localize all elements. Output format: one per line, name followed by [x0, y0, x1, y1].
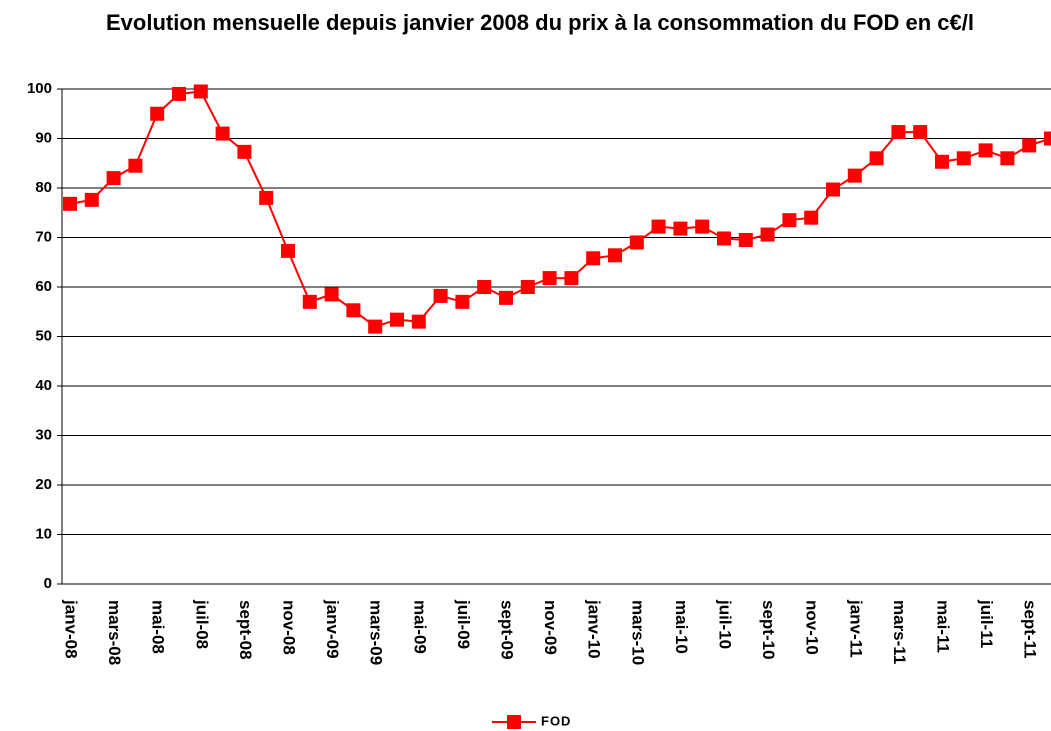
data-point [651, 219, 666, 234]
data-point [826, 182, 840, 197]
x-tick-label: juil-10 [716, 599, 735, 649]
data-point [673, 221, 688, 236]
x-tick-label: juil-11 [977, 599, 996, 648]
data-point [847, 168, 862, 183]
data-point [935, 154, 949, 169]
data-point [433, 288, 448, 303]
chart-title: Evolution mensuelle depuis janvier 2008 … [105, 10, 974, 35]
x-tick-label: sept-10 [759, 600, 778, 660]
y-tick-label: 10 [35, 525, 52, 542]
x-tick-label: janv-09 [323, 599, 342, 659]
x-tick-label: janv-08 [62, 599, 81, 659]
data-point [804, 210, 819, 225]
x-tick-label: mars-09 [367, 600, 386, 665]
x-tick-label: nov-08 [280, 600, 299, 655]
data-point [193, 84, 208, 99]
y-tick-label: 60 [35, 278, 52, 295]
y-tick-label: 40 [35, 377, 52, 394]
data-point [237, 144, 252, 159]
x-tick-label: mai-09 [410, 600, 429, 654]
data-point [324, 287, 339, 302]
data-point [542, 271, 557, 286]
x-tick-label: mai-11 [934, 600, 953, 653]
data-point [259, 190, 274, 205]
data-point [150, 106, 165, 121]
data-point [586, 251, 601, 266]
y-tick-label: 70 [35, 228, 52, 245]
data-point [1022, 138, 1037, 153]
data-point [368, 319, 383, 334]
data-point [520, 280, 535, 294]
data-point [281, 243, 295, 258]
data-point [891, 125, 906, 140]
data-point [499, 290, 513, 305]
x-tick-label: juil-08 [192, 599, 211, 649]
y-tick-label: 90 [35, 129, 52, 146]
x-tick-label: mars-10 [628, 600, 647, 665]
x-tick-label: sept-08 [236, 600, 255, 660]
x-tick-label: mai-08 [149, 600, 168, 654]
data-point [782, 213, 797, 228]
data-point [477, 280, 492, 294]
y-tick-label: 50 [35, 327, 52, 344]
data-point [629, 235, 644, 250]
data-point [695, 219, 710, 234]
x-tick-label: mars-11 [890, 600, 909, 664]
data-point [63, 196, 77, 211]
data-point [608, 248, 622, 263]
x-tick-label: janv-11 [846, 599, 865, 658]
x-tick-label: nov-09 [541, 600, 560, 655]
data-point [302, 294, 317, 309]
data-point [455, 294, 470, 309]
data-point [956, 151, 971, 166]
data-point [390, 312, 404, 327]
data-point [978, 143, 993, 158]
x-tick-label: mars-08 [105, 600, 124, 665]
y-tick-label: 80 [35, 179, 52, 196]
data-point [172, 86, 186, 101]
y-tick-label: 0 [44, 575, 52, 592]
legend-label: FOD [541, 713, 571, 728]
x-tick-label: sept-09 [498, 600, 517, 660]
data-point [106, 171, 121, 186]
data-point [564, 271, 579, 286]
x-tick-label: juil-09 [454, 599, 473, 649]
x-tick-label: janv-10 [585, 599, 604, 659]
data-line [69, 90, 1051, 328]
data-point [717, 231, 731, 246]
data-point [913, 125, 928, 140]
data-point [738, 232, 753, 247]
x-tick-label: nov-10 [803, 600, 822, 655]
data-point [346, 303, 361, 318]
data-point [128, 158, 143, 173]
y-tick-label: 100 [27, 80, 52, 97]
y-tick-label: 20 [35, 476, 52, 493]
data-point [84, 192, 99, 207]
data-point [869, 151, 884, 166]
data-point [1000, 151, 1015, 166]
legend-marker [507, 715, 521, 729]
x-tick-label: sept-11 [1021, 600, 1040, 659]
data-point [215, 126, 230, 141]
x-tick-label: mai-10 [672, 600, 691, 654]
data-point [760, 227, 775, 242]
y-tick-label: 30 [35, 426, 52, 443]
data-point [411, 314, 426, 329]
data-point [1044, 131, 1051, 146]
